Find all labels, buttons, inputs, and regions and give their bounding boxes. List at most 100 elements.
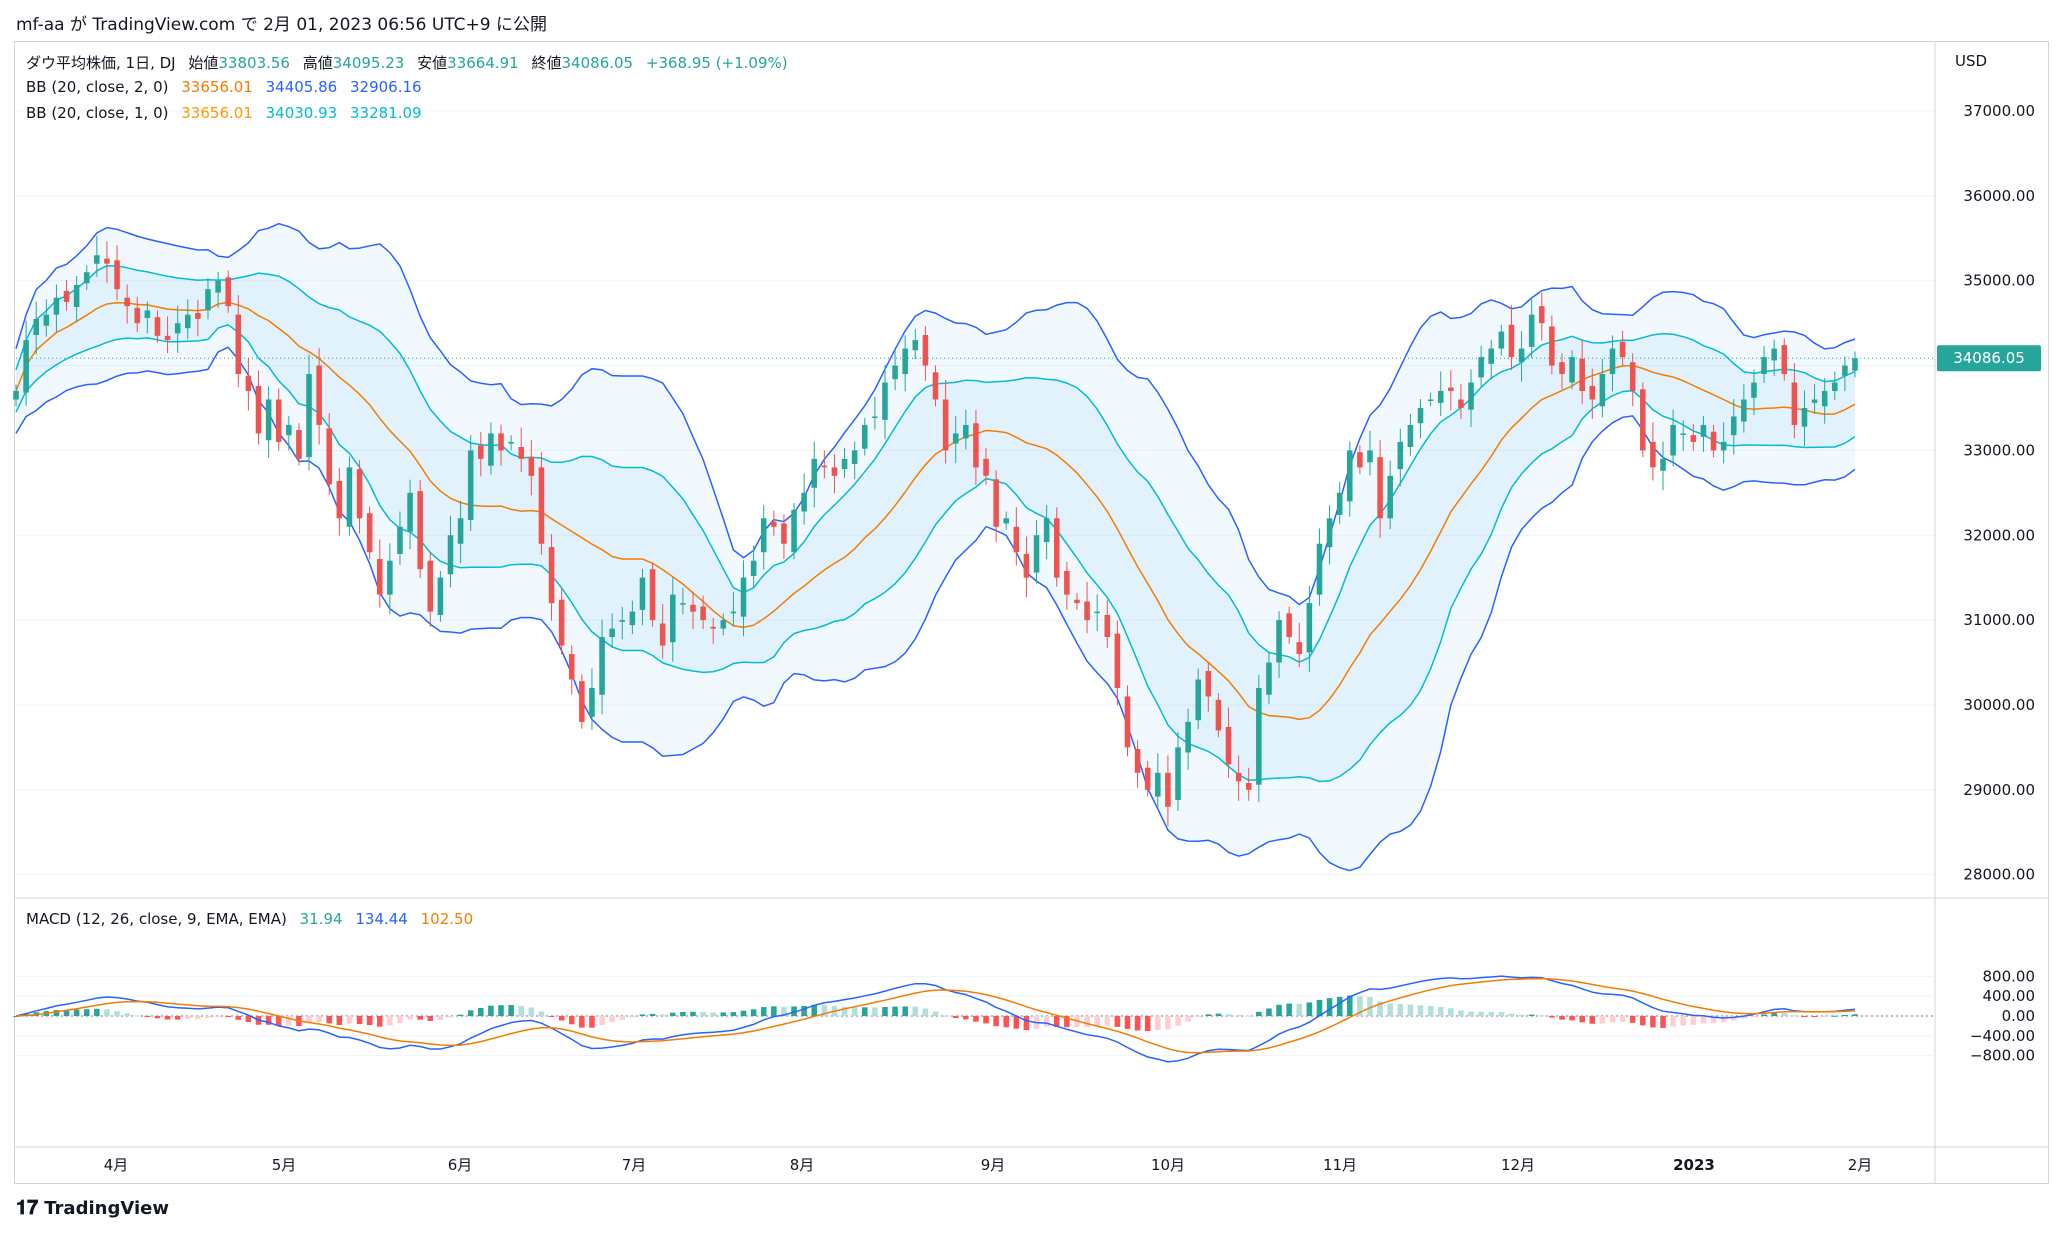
candle-body[interactable] (861, 424, 868, 449)
candle-body[interactable] (1579, 358, 1585, 392)
candle-body[interactable] (73, 284, 80, 308)
candle-body[interactable] (1660, 458, 1666, 471)
candle-body[interactable] (1235, 772, 1242, 782)
candle-body[interactable] (609, 628, 615, 638)
candle-body[interactable] (1195, 679, 1201, 721)
candle-body[interactable] (750, 560, 757, 576)
candle-body[interactable] (1811, 399, 1818, 403)
candle-body[interactable] (1488, 348, 1495, 364)
candle-body[interactable] (1276, 620, 1282, 663)
candle-body[interactable] (1347, 450, 1353, 502)
candle-body[interactable] (983, 458, 989, 476)
candle-body[interactable] (1013, 526, 1020, 553)
candle-body[interactable] (528, 457, 535, 476)
candle-body[interactable] (1266, 662, 1272, 695)
bb2-legend[interactable]: BB (20, close, 2, 0) 33656.01 34405.86 3… (26, 78, 430, 96)
candle-body[interactable] (619, 620, 626, 622)
candle-body[interactable] (771, 521, 777, 527)
candle-body[interactable] (548, 547, 555, 604)
candle-body[interactable] (1215, 699, 1222, 731)
candle-body[interactable] (205, 289, 211, 311)
candle-body[interactable] (94, 255, 100, 264)
candle-body[interactable] (882, 382, 888, 420)
candle-body[interactable] (1741, 399, 1747, 422)
candle-body[interactable] (942, 399, 949, 451)
candle-body[interactable] (174, 323, 181, 334)
candle-body[interactable] (387, 560, 393, 595)
candle-body[interactable] (1225, 727, 1232, 765)
candle-body[interactable] (1730, 416, 1737, 436)
candle-body[interactable] (821, 465, 828, 468)
candle-body[interactable] (427, 560, 434, 612)
candle-body[interactable] (114, 260, 120, 290)
candle-body[interactable] (892, 365, 898, 380)
candle-body[interactable] (922, 335, 929, 366)
candle-body[interactable] (306, 374, 312, 458)
candle-body[interactable] (144, 310, 151, 319)
candle-body[interactable] (538, 467, 545, 544)
candle-body[interactable] (1448, 387, 1454, 392)
candle-body[interactable] (407, 492, 413, 532)
candle-body[interactable] (1629, 362, 1636, 392)
candle-body[interactable] (235, 314, 242, 375)
candle-body[interactable] (1458, 399, 1464, 408)
candle-body[interactable] (639, 577, 646, 610)
candle-body[interactable] (1549, 326, 1555, 366)
candle-body[interactable] (1074, 599, 1080, 604)
candle-body[interactable] (659, 623, 666, 646)
candle-body[interactable] (1256, 687, 1262, 785)
candle-body[interactable] (184, 314, 191, 329)
candle-body[interactable] (376, 559, 383, 595)
candle-body[interactable] (1801, 407, 1808, 427)
candle-body[interactable] (872, 416, 878, 418)
candle-body[interactable] (1710, 431, 1717, 451)
candle-body[interactable] (1165, 772, 1171, 807)
candle-body[interactable] (781, 523, 787, 544)
candle-body[interactable] (1791, 382, 1798, 425)
candle-body[interactable] (1175, 747, 1181, 800)
candle-body[interactable] (1084, 601, 1090, 621)
candle-body[interactable] (1832, 382, 1838, 392)
candle-body[interactable] (518, 447, 524, 459)
candle-body[interactable] (568, 654, 575, 680)
candle-body[interactable] (366, 513, 373, 553)
candle-body[interactable] (1508, 324, 1515, 358)
candle-body[interactable] (83, 272, 90, 284)
publisher-name[interactable]: mf-aa (16, 15, 65, 35)
candle-body[interactable] (1003, 518, 1010, 524)
candle-body[interactable] (417, 491, 423, 570)
candle-body[interactable] (912, 340, 919, 351)
candle-body[interactable] (326, 428, 333, 485)
candle-body[interactable] (1538, 306, 1545, 324)
candle-body[interactable] (215, 280, 221, 293)
candle-body[interactable] (1781, 345, 1788, 375)
candle-body[interactable] (478, 445, 484, 459)
candle-body[interactable] (993, 479, 999, 527)
candle-body[interactable] (245, 375, 252, 392)
candle-body[interactable] (164, 335, 171, 341)
candle-body[interactable] (1155, 772, 1161, 797)
candle-body[interactable] (1761, 357, 1767, 375)
candle-body[interactable] (1185, 721, 1191, 753)
candle-body[interactable] (1437, 391, 1444, 403)
candle-body[interactable] (589, 687, 595, 717)
candle-body[interactable] (841, 458, 848, 470)
candle-body[interactable] (599, 637, 605, 695)
candle-body[interactable] (1134, 749, 1141, 773)
candle-body[interactable] (346, 467, 353, 527)
candle-body[interactable] (1498, 331, 1505, 349)
candle-body[interactable] (1427, 399, 1434, 401)
candle-body[interactable] (1336, 492, 1343, 515)
candle-body[interactable] (1043, 518, 1050, 543)
candle-body[interactable] (1377, 457, 1383, 519)
candle-body[interactable] (1357, 452, 1363, 468)
candle-body[interactable] (1842, 365, 1848, 376)
candle-body[interactable] (760, 518, 767, 553)
candle-body[interactable] (963, 424, 969, 439)
macd-legend[interactable]: MACD (12, 26, close, 9, EMA, EMA) 31.94 … (26, 910, 481, 928)
candle-body[interactable] (1518, 348, 1525, 363)
candle-body[interactable] (710, 626, 716, 629)
candle-body[interactable] (53, 297, 60, 315)
candle-body[interactable] (1640, 389, 1646, 451)
